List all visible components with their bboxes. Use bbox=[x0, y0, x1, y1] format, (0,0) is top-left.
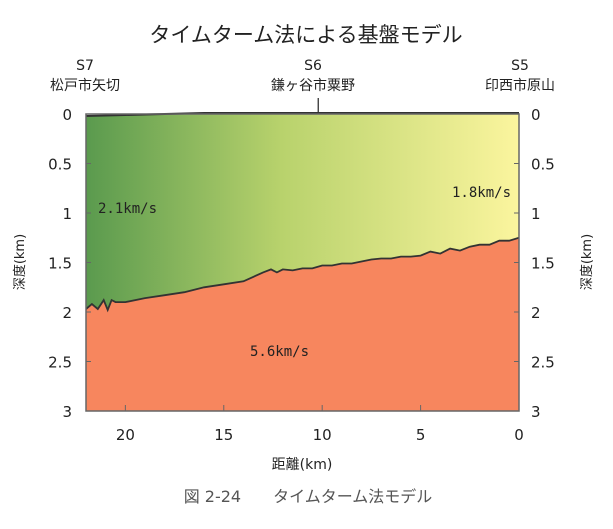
y-tick-label-left: 0.5 bbox=[48, 156, 72, 174]
station-s6: S6 鎌ヶ谷市粟野 bbox=[271, 58, 355, 94]
x-tick-label: 0 bbox=[514, 426, 524, 444]
velocity-label-right: 1.8km/s bbox=[452, 185, 511, 201]
y-tick-label-left: 2 bbox=[62, 304, 72, 322]
y-tick-label-right: 0 bbox=[531, 106, 541, 124]
x-axis-label: 距離(km) bbox=[272, 456, 333, 473]
basement-boundary-line bbox=[85, 236, 520, 313]
y-axis-label-left: 深度(km) bbox=[12, 234, 28, 290]
y-tick-label-right: 2.5 bbox=[531, 354, 555, 372]
y-tick-label-left: 3 bbox=[62, 403, 72, 421]
y-tick-label-right: 1 bbox=[531, 205, 541, 223]
figure-caption: 図 2-24 タイムターム法モデル bbox=[184, 487, 433, 506]
x-tick-label: 5 bbox=[416, 426, 426, 444]
y-tick-label-left: 1.5 bbox=[48, 255, 72, 273]
station-s7: S7 松戸市矢切 bbox=[50, 58, 120, 94]
x-tick-label: 15 bbox=[214, 426, 233, 444]
y-tick-label-right: 3 bbox=[531, 403, 541, 421]
y-tick-label-left: 1 bbox=[62, 205, 72, 223]
station-code: S7 bbox=[76, 58, 94, 74]
y-tick-label-right: 1.5 bbox=[531, 255, 555, 273]
station-name: 印西市原山 bbox=[485, 77, 555, 94]
velocity-label-left: 2.1km/s bbox=[98, 201, 157, 217]
chart-title: タイムターム法による基盤モデル bbox=[149, 23, 462, 47]
station-code: S5 bbox=[511, 58, 529, 74]
x-tick-label: 10 bbox=[313, 426, 332, 444]
y-tick-label-right: 0.5 bbox=[531, 156, 555, 174]
y-tick-label-right: 2 bbox=[531, 304, 541, 322]
sediment-layer bbox=[86, 113, 519, 310]
plot-area: 20 15 10 5 0 0 0 0.5 0.5 1 1 1.5 1.5 2 2 2.5 2.5 3 3 bbox=[48, 98, 555, 444]
x-tick-label: 20 bbox=[116, 426, 135, 444]
station-name: 鎌ヶ谷市粟野 bbox=[271, 77, 355, 94]
station-code: S6 bbox=[304, 58, 322, 74]
y-axis-label-right: 深度(km) bbox=[579, 234, 595, 290]
station-s5: S5 印西市原山 bbox=[485, 58, 555, 94]
y-tick-label-left: 2.5 bbox=[48, 354, 72, 372]
velocity-label-basement: 5.6km/s bbox=[250, 344, 309, 360]
y-tick-label-left: 0 bbox=[62, 106, 72, 124]
basement-layer bbox=[86, 237, 519, 411]
station-name: 松戸市矢切 bbox=[50, 77, 120, 94]
